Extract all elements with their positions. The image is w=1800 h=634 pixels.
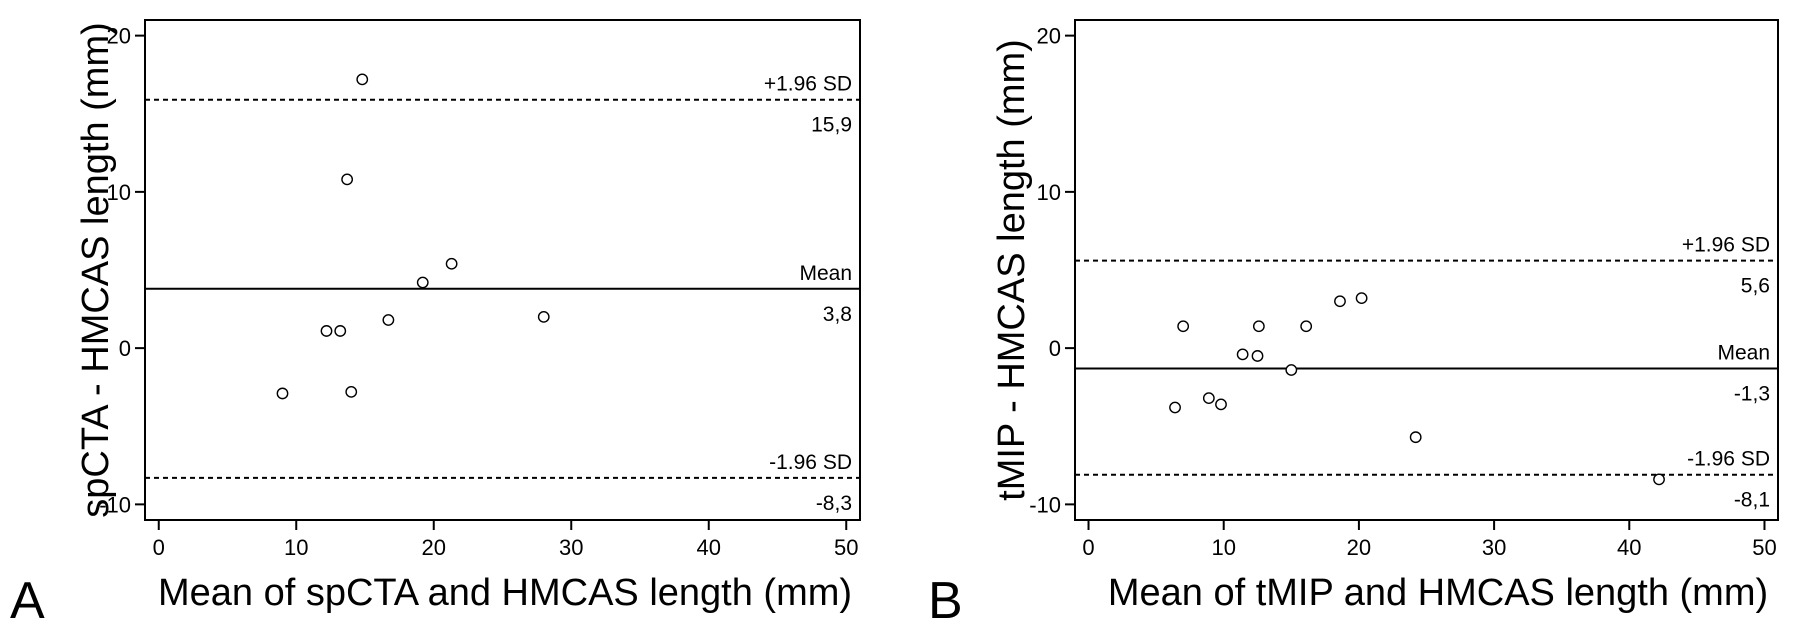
plot-frame (144, 19, 861, 521)
reference-line-label: Mean (1717, 341, 1770, 364)
x-axis-title: Mean of spCTA and HMCAS length (mm) (158, 572, 852, 614)
x-tick-label: 10 (284, 535, 308, 560)
data-point (1252, 320, 1265, 333)
data-point (1236, 348, 1249, 361)
x-axis-title: Mean of tMIP and HMCAS length (mm) (1108, 572, 1768, 614)
reference-line-value: 3,8 (823, 303, 852, 326)
x-tick-label: 50 (834, 535, 858, 560)
data-point (356, 73, 369, 86)
data-point (1334, 295, 1346, 308)
plot-frame (1074, 19, 1779, 521)
data-point (1355, 292, 1368, 305)
y-tick-label: -10 (1029, 492, 1061, 517)
y-tick-label: 0 (119, 336, 131, 361)
data-point (1215, 398, 1227, 411)
data-point (1169, 401, 1181, 414)
x-tick-label: 40 (1617, 535, 1641, 560)
reference-line-value: -8,3 (816, 492, 852, 515)
x-tick-label: 40 (697, 535, 721, 560)
reference-line-value: 5,6 (1741, 275, 1770, 298)
y-tick-label: -10 (99, 492, 131, 517)
y-axis-title: tMIP - HMCAS length (mm) (991, 39, 1033, 501)
data-point (1653, 473, 1665, 486)
y-tick-label: 20 (1037, 24, 1061, 49)
y-tick-label: 10 (107, 180, 131, 205)
x-tick-label: 20 (422, 535, 446, 560)
data-point (382, 314, 395, 326)
data-point (445, 257, 458, 270)
x-tick-label: 0 (1082, 535, 1094, 560)
y-tick-label: 0 (1049, 336, 1061, 361)
data-point (345, 385, 358, 398)
data-point (1300, 320, 1313, 333)
reference-line-label: Mean (799, 262, 852, 285)
reference-line-value: -8,1 (1734, 489, 1770, 512)
panel-letter: A (10, 572, 45, 630)
panel-letter: B (928, 572, 963, 630)
reference-line-label: +1.96 SD (1682, 234, 1770, 257)
data-point (537, 310, 550, 323)
x-tick-label: 30 (559, 535, 583, 560)
x-tick-label: 10 (1211, 535, 1235, 560)
data-point (320, 325, 333, 337)
data-point (276, 387, 289, 400)
reference-line-label: +1.96 SD (764, 73, 852, 96)
y-axis-title: spCTA - HMCAS length (mm) (75, 22, 117, 517)
chart-panel-a: -10 0 10 20 0 10 20 30 40 50 +1.96 SD 15,9 Mean 3,8 -1… (10, 19, 861, 630)
data-point (1409, 431, 1422, 444)
data-point (1285, 364, 1298, 376)
data-point (341, 173, 354, 186)
chart-panel-b: -10 0 10 20 0 10 20 30 40 50 +1.96 SD 5,6 Mean -1,3 -1… (928, 19, 1779, 630)
reference-line-value: -1,3 (1734, 382, 1770, 405)
x-tick-label: 20 (1347, 535, 1371, 560)
data-point (1177, 320, 1190, 333)
x-tick-label: 30 (1482, 535, 1506, 560)
reference-line-value: 15,9 (811, 114, 852, 137)
reference-line-label: -1.96 SD (1687, 448, 1770, 471)
x-tick-label: 0 (153, 535, 165, 560)
data-point (1202, 392, 1215, 405)
y-tick-label: 20 (107, 24, 131, 49)
reference-line-label: -1.96 SD (769, 451, 852, 474)
data-point (416, 276, 429, 289)
data-point (334, 325, 347, 337)
x-tick-label: 50 (1752, 535, 1776, 560)
data-point (1251, 350, 1264, 362)
y-tick-label: 10 (1037, 180, 1061, 205)
